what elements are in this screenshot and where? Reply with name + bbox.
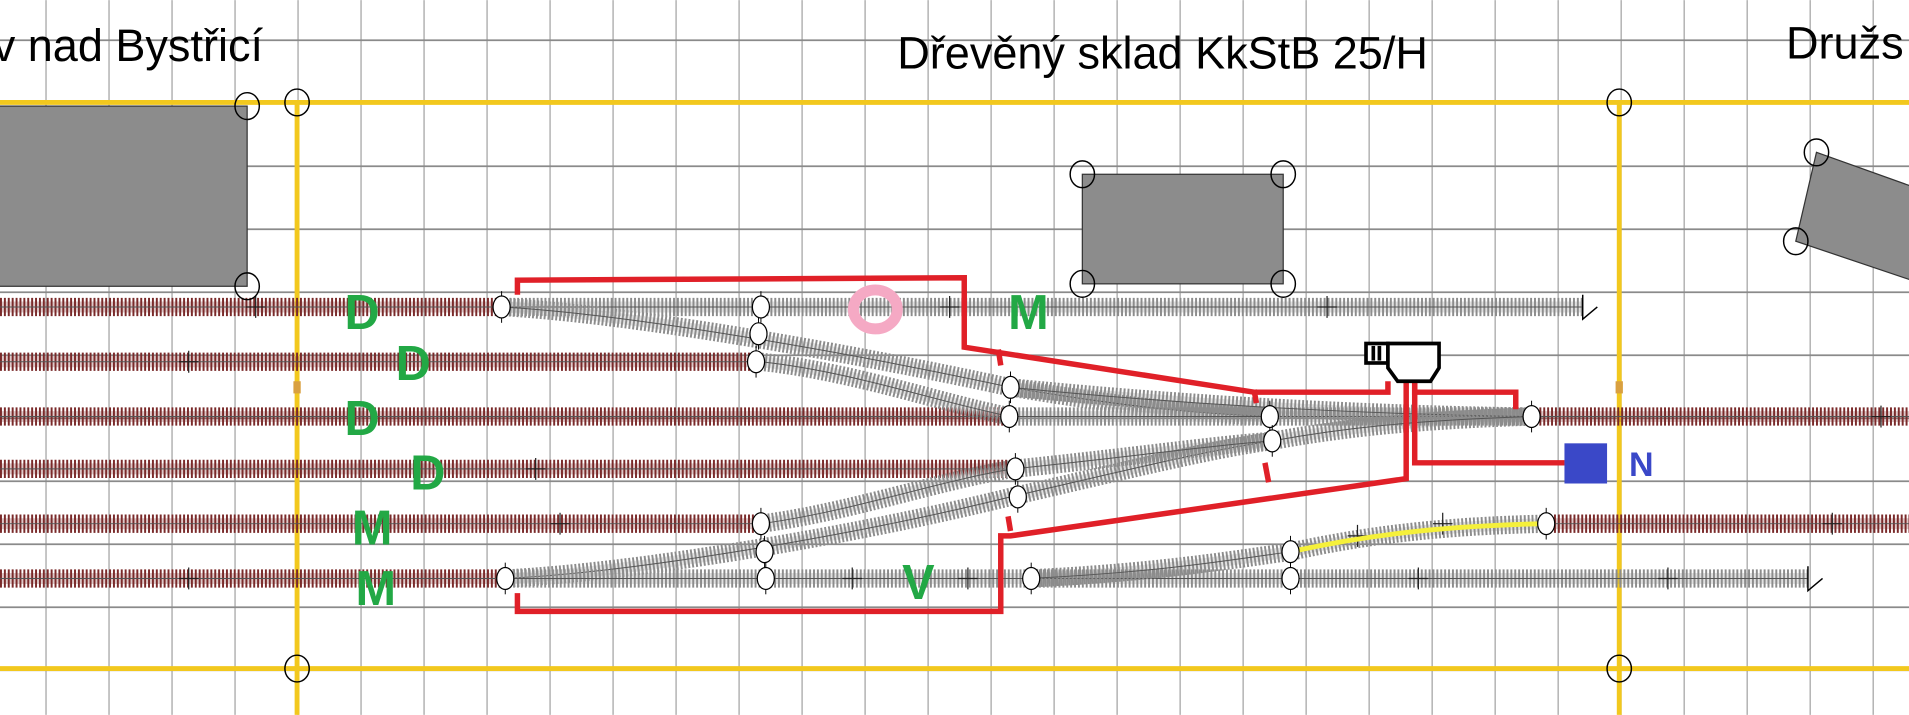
rail-joint-mark [1317,296,1337,318]
joint-marker-right [1615,381,1623,394]
label-m-2: M [356,562,397,616]
switch-point [1008,485,1027,509]
switch-point [1022,566,1041,591]
rail-joint-mark [178,350,199,373]
wiring [514,275,1565,615]
anchor-circle-icon [1606,654,1633,683]
switch-point [1281,540,1300,564]
yard-ladder-upper-b [759,352,1013,426]
switch-point [1001,375,1020,399]
building-right [1795,151,1909,281]
label-d-2: D [396,337,431,391]
label-d-3: D [345,392,380,446]
anchor-circle-icon [1270,160,1297,189]
title-right: Družs [1786,18,1904,69]
rail-joint-mark [958,567,978,590]
joint-marker-left [293,381,301,394]
rail-joint-mark [1871,405,1891,428]
track-rail [760,361,1011,418]
buffer-stop-icon [1581,294,1598,321]
rail-joint-mark [939,296,960,318]
anchor-circle-icon [1069,269,1096,298]
rail-joint-mark [550,512,570,535]
signal-box-icon [1364,341,1441,384]
label-m-3: M [1008,286,1049,340]
tracks [0,294,1909,593]
label-n: N [1629,446,1654,484]
switch-point [746,350,766,374]
track-rail [760,468,1014,525]
label-v: V [902,556,935,610]
anchor-circle-icon [234,272,261,301]
switch-point [1522,404,1541,429]
switch-point [751,295,771,319]
anchor-circle-icon [1782,227,1809,256]
anchor-circle-icon [1069,160,1096,189]
title-center: Dřevěný sklad KkStB 25/H [897,27,1428,78]
switch-points [492,291,1556,595]
rail-joint-mark [1408,567,1429,590]
label-d-4: D [410,447,445,501]
switch-point [1006,457,1025,481]
yard-ladder-lower-c [1012,431,1273,478]
pink-ring-marker [847,284,903,335]
anchor-circle-icon [284,654,310,683]
rail-joint-mark [525,457,546,480]
switch-point [755,540,774,564]
anchor-circle-icon [1803,138,1830,167]
yard-ladder-lower-a [504,407,1532,588]
switch-point [1537,512,1556,536]
anchor-circle-icon [284,88,310,117]
building-left [0,105,248,287]
switch-point [749,322,768,346]
switch-point [496,566,515,591]
track-rail [505,416,1532,579]
anchor-circles [234,88,1830,683]
rail-joint-mark [1822,512,1843,535]
label-m-1: M [352,501,393,555]
rail-joint-mark [842,567,862,590]
label-d-1: D [345,286,380,340]
switch-point [1263,429,1282,453]
control-panel-square [1564,443,1608,484]
buffer-stop-icon [1807,566,1824,593]
building-wood-store [1081,173,1284,285]
switch-point [1000,404,1019,429]
title-left: v nad Bystřicí [0,20,263,71]
rail-joint-mark [178,567,199,590]
rail-joint-mark [1658,567,1678,590]
switch-point [1260,404,1279,429]
switch-point [756,566,775,591]
anchor-circle-icon [1270,269,1297,298]
yard-ladder-lower-b [759,459,1015,533]
switch-point [1281,566,1300,591]
switch-point [492,295,511,319]
anchor-circle-icon [234,91,261,121]
switch-point [751,512,771,536]
rail-joint-mark [245,296,266,318]
track-rail [1012,440,1273,470]
anchor-circle-icon [1606,88,1633,117]
highlighted-track [1290,521,1544,555]
